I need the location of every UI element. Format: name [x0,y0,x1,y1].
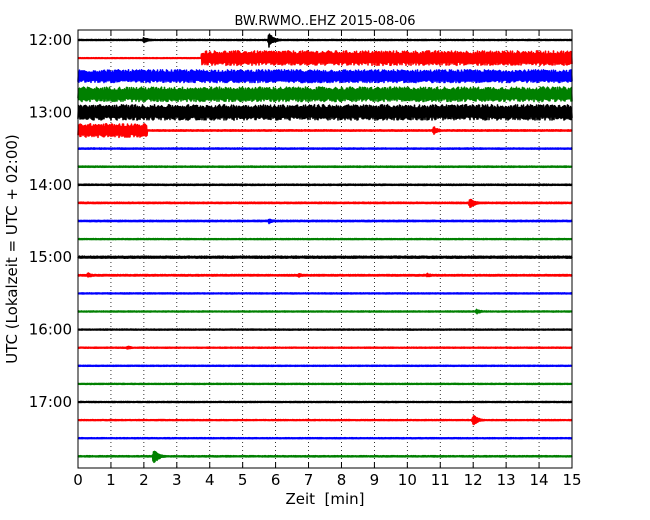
axis-ticks: 0 1 2 3 4 5 6 7 8 9 10 11 12 13 14 1512:0013:0014:0015:… [29,30,582,489]
trace-1315 [77,122,573,139]
chart-title: BW.RWMO..EHZ 2015-08-06 [234,14,415,29]
x-tick-label: 8 [337,471,347,489]
y-tick-label: 17:00 [29,393,72,411]
x-tick-label: 13 [497,471,516,489]
trace-1715 [77,415,573,426]
y-axis-label: UTC (Lokalzeit = UTC + 02:00) [3,134,21,364]
trace-1515 [77,272,573,278]
trace-1345 [77,165,573,169]
trace-1730 [77,436,573,440]
x-tick-label: 14 [530,471,549,489]
x-tick-label: 4 [205,471,215,489]
y-tick-label: 14:00 [29,176,72,194]
trace-1600 [77,328,573,331]
y-tick-label: 12:00 [29,31,72,49]
trace-1700 [77,400,573,404]
trace-1300 [77,103,573,121]
trace-1200 [77,33,573,48]
trace-1245 [77,86,573,103]
trace-1330 [77,147,573,150]
x-axis-label: Zeit [min] [285,490,364,508]
trace-1415 [77,198,573,209]
trace-lines [77,33,573,464]
plot-frame [77,29,573,469]
x-tick-label: 9 [370,471,380,489]
trace-1530 [77,292,573,295]
x-tick-label: 15 [562,471,581,489]
x-tick-label: 7 [304,471,314,489]
x-tick-label: 0 [73,471,83,489]
x-tick-label: 5 [238,471,248,489]
trace-1615 [77,345,573,350]
x-tick-label: 2 [139,471,149,489]
x-tick-label: 11 [431,471,450,489]
trace-1630 [77,364,573,368]
y-tick-label: 16:00 [29,321,72,339]
trace-1545 [77,308,573,315]
x-tick-label: 10 [398,471,417,489]
trace-1400 [77,183,573,187]
trace-1430 [77,218,573,225]
trace-1445 [77,237,573,241]
x-tick-label: 1 [106,471,116,489]
x-tick-label: 3 [172,471,182,489]
trace-1745 [77,450,573,464]
x-tick-label: 6 [271,471,281,489]
trace-1645 [77,382,573,386]
x-tick-label: 12 [464,471,483,489]
trace-1230 [77,69,573,84]
trace-1500 [77,255,573,260]
trace-1215 [77,50,573,67]
y-tick-label: 15:00 [29,248,72,266]
y-tick-label: 13:00 [29,103,72,121]
